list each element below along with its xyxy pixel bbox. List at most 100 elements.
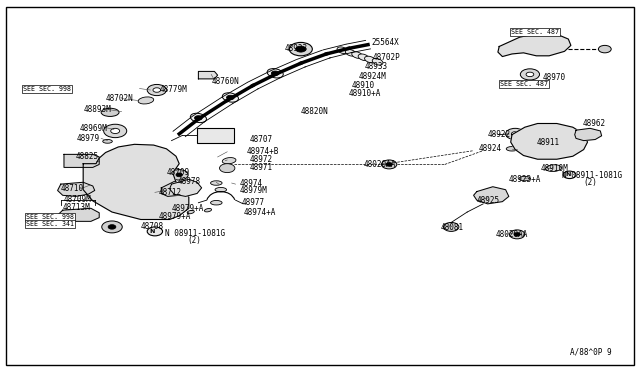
Circle shape <box>381 160 397 169</box>
Text: 48910M: 48910M <box>541 164 568 173</box>
Text: 48922: 48922 <box>488 130 511 139</box>
Circle shape <box>386 163 392 166</box>
Polygon shape <box>161 182 186 196</box>
Circle shape <box>484 192 499 201</box>
Circle shape <box>296 46 306 52</box>
Circle shape <box>176 173 182 177</box>
Ellipse shape <box>204 208 212 212</box>
Circle shape <box>271 71 279 76</box>
Ellipse shape <box>346 49 356 56</box>
Text: 48924M: 48924M <box>358 72 386 81</box>
Text: 48979+A: 48979+A <box>172 204 204 213</box>
Ellipse shape <box>211 201 222 205</box>
Circle shape <box>195 116 202 120</box>
Circle shape <box>227 95 234 100</box>
Polygon shape <box>64 154 99 167</box>
Circle shape <box>540 136 559 147</box>
Text: 25564X: 25564X <box>371 38 399 47</box>
Text: 48971: 48971 <box>250 163 273 172</box>
Ellipse shape <box>267 68 284 78</box>
Ellipse shape <box>101 108 119 116</box>
Circle shape <box>289 42 312 56</box>
Circle shape <box>108 225 116 229</box>
Circle shape <box>536 140 549 147</box>
Circle shape <box>94 177 117 191</box>
Polygon shape <box>511 124 588 159</box>
Ellipse shape <box>138 97 154 104</box>
Circle shape <box>526 72 534 77</box>
Text: 48974+A: 48974+A <box>243 208 276 217</box>
Ellipse shape <box>546 165 561 171</box>
Circle shape <box>154 180 173 192</box>
Text: 48760N: 48760N <box>211 77 239 86</box>
Circle shape <box>127 167 142 176</box>
Polygon shape <box>58 182 95 196</box>
Text: 48925: 48925 <box>477 196 500 205</box>
Text: 48020AA: 48020AA <box>496 230 529 239</box>
Circle shape <box>514 232 520 236</box>
Circle shape <box>147 84 166 96</box>
Text: 48910+A: 48910+A <box>349 89 381 98</box>
Text: 48707: 48707 <box>250 135 273 144</box>
Text: 48020AA: 48020AA <box>364 160 396 169</box>
Polygon shape <box>59 208 99 221</box>
Text: SEE SEC. 998: SEE SEC. 998 <box>26 214 74 219</box>
Ellipse shape <box>187 210 195 214</box>
Circle shape <box>520 69 540 80</box>
Ellipse shape <box>506 147 518 151</box>
Text: 48978: 48978 <box>178 177 201 186</box>
Ellipse shape <box>372 58 383 65</box>
Text: 48708: 48708 <box>141 222 164 231</box>
Text: SEE SEC. 487: SEE SEC. 487 <box>511 29 559 35</box>
Text: 48974: 48974 <box>240 179 263 187</box>
Ellipse shape <box>352 52 362 58</box>
Ellipse shape <box>222 93 239 102</box>
Text: 48979: 48979 <box>77 134 100 143</box>
Text: 48924: 48924 <box>479 144 502 153</box>
Text: 48825: 48825 <box>76 153 99 161</box>
Circle shape <box>170 170 188 180</box>
Ellipse shape <box>337 47 348 54</box>
Polygon shape <box>474 187 509 204</box>
Ellipse shape <box>358 54 369 61</box>
Text: 48972: 48972 <box>250 155 273 164</box>
Text: 48933: 48933 <box>365 62 388 71</box>
Ellipse shape <box>103 140 113 143</box>
Text: 48709: 48709 <box>166 168 189 177</box>
Text: SEE SEC. 341: SEE SEC. 341 <box>26 221 74 227</box>
Bar <box>197 128 234 143</box>
Ellipse shape <box>215 187 227 192</box>
Text: 48709M: 48709M <box>64 195 92 203</box>
Circle shape <box>74 212 86 219</box>
Text: N: N <box>150 229 155 234</box>
Text: SEE SEC. 487: SEE SEC. 487 <box>500 81 548 87</box>
Circle shape <box>529 129 570 153</box>
Text: 48702P: 48702P <box>372 53 400 62</box>
Ellipse shape <box>222 158 236 164</box>
Circle shape <box>153 88 161 92</box>
Polygon shape <box>198 71 218 79</box>
Text: 48923: 48923 <box>285 44 308 53</box>
Text: SEE SEC. 998: SEE SEC. 998 <box>23 86 71 92</box>
Ellipse shape <box>190 113 207 123</box>
Circle shape <box>220 164 235 173</box>
Ellipse shape <box>365 56 375 63</box>
Text: 48969M: 48969M <box>80 124 108 133</box>
Text: 48820N: 48820N <box>301 107 328 116</box>
Text: 48910: 48910 <box>352 81 375 90</box>
Circle shape <box>598 45 611 53</box>
Text: 48962: 48962 <box>582 119 605 128</box>
Text: N: N <box>565 172 570 177</box>
Circle shape <box>511 132 519 136</box>
Polygon shape <box>498 33 571 57</box>
Circle shape <box>69 157 82 164</box>
Text: 48702N: 48702N <box>106 94 133 103</box>
Circle shape <box>116 161 152 182</box>
Text: 48713M: 48713M <box>63 203 90 212</box>
Text: 48081: 48081 <box>440 223 463 232</box>
Circle shape <box>584 132 594 138</box>
Circle shape <box>444 222 459 231</box>
Text: 48779M: 48779M <box>160 85 188 94</box>
Text: A/88^0P 9: A/88^0P 9 <box>570 347 611 356</box>
Circle shape <box>111 128 120 134</box>
